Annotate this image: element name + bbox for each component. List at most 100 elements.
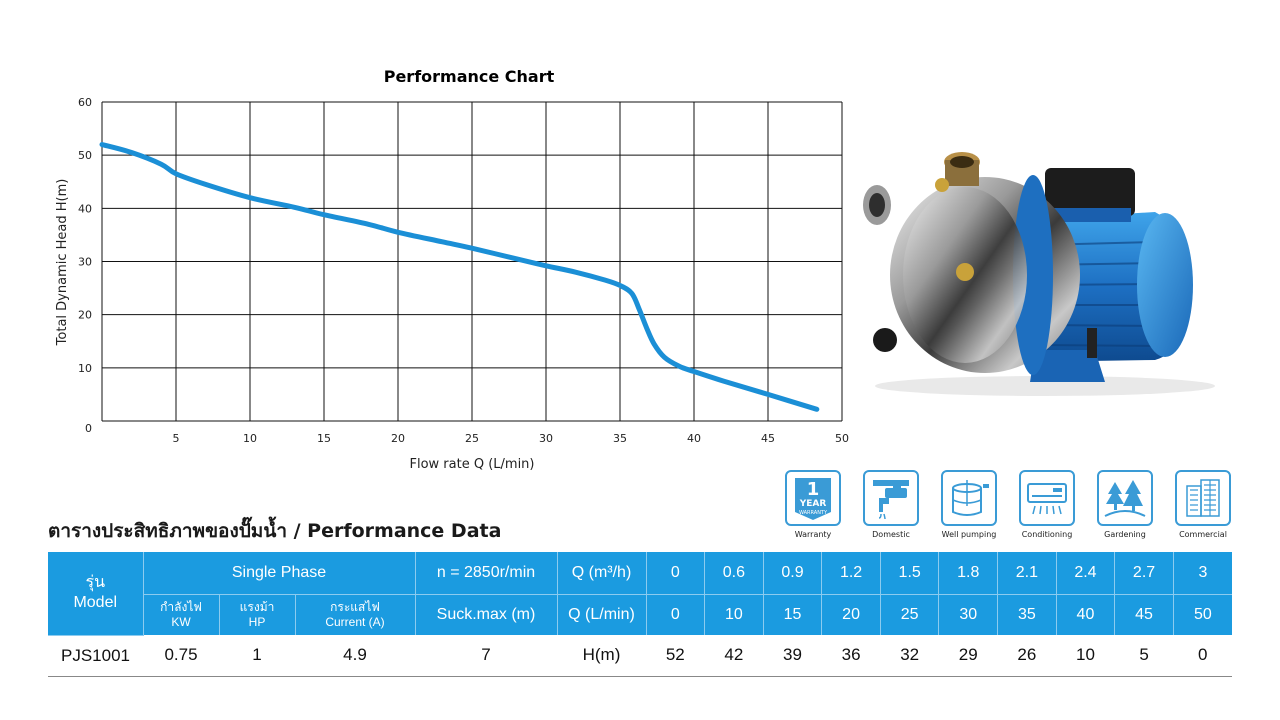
hp-header: แรงม้า HP [219,594,296,635]
x-tick-label: 30 [539,432,553,445]
q-m3h-cell: 1.2 [821,552,881,595]
x-tick-label: 25 [465,432,479,445]
q-m3h-cell: 3 [1173,552,1232,595]
feature-domestic: Domestic [856,470,926,539]
kw-header-th: กำลังไฟ [160,600,202,614]
current-header: กระแสไฟ Current (A) [295,594,416,635]
q-m3h-cell: 1.8 [938,552,999,595]
performance-chart: Performance Chart 5 10 15 20 25 30 35 40 45 50 0 1… [55,67,850,472]
q-m3h-label: Q (m³/h) [557,552,647,595]
feature-well-pumping: Well pumping [934,470,1004,539]
q-lmin-cell: 15 [763,594,823,635]
hp-header-th: แรงม้า [239,600,275,614]
q-lmin-cell: 0 [646,594,706,635]
feature-conditioning: Conditioning [1012,470,1082,539]
y-tick-label: 10 [78,362,92,375]
x-axis-label: Flow rate Q (L/min) [410,457,535,472]
q-lmin-cell: 25 [880,594,940,635]
warranty-caption: Warranty [794,530,832,539]
model-header: รุ่น Model [48,552,144,636]
head-cell: 5 [1114,635,1174,677]
single-phase-header: Single Phase [143,552,416,595]
conditioning-caption: Conditioning [1021,530,1073,539]
kw-cell: 0.75 [143,635,219,677]
q-m3h-cell: 0.6 [704,552,764,595]
q-m3h-cell: 2.4 [1056,552,1116,595]
q-lmin-cell: 40 [1056,594,1116,635]
commercial-caption: Commercial [1179,530,1227,539]
speed-header: n = 2850r/min [415,552,558,595]
building-icon [1175,470,1231,526]
q-lmin-cell: 35 [997,594,1057,635]
well-pumping-caption: Well pumping [941,530,997,539]
x-tick-label: 40 [687,432,701,445]
feature-gardening: Gardening [1090,470,1160,539]
q-lmin-label: Q (L/min) [557,594,647,635]
head-cell: 10 [1056,635,1115,677]
performance-table: รุ่น Model Single Phase n = 2850r/min Q … [48,552,1232,677]
hp-header-en: HP [248,615,266,629]
faucet-icon [863,470,919,526]
y-tick-label: 40 [78,202,92,215]
q-lmin-cell: 10 [704,594,764,635]
kw-header: กำลังไฟ KW [143,594,220,635]
current-header-en: Current (A) [325,615,385,629]
suck-cell: 7 [415,635,557,677]
y-tick-labels: 0 10 20 30 40 50 60 [78,96,92,435]
warranty-icon: 1 YEAR WARRANTY [785,470,841,526]
x-tick-label: 5 [173,432,180,445]
air-conditioner-icon [1019,470,1075,526]
q-m3h-cell: 2.1 [997,552,1057,595]
current-header-th: กระแสไฟ [330,600,380,614]
performance-data-title: ตารางประสิทธิภาพของปั๊มน้ำ / Performance… [48,520,502,542]
x-tick-label: 35 [613,432,627,445]
gardening-caption: Gardening [1104,530,1146,539]
x-tick-label: 15 [317,432,331,445]
chart-title: Performance Chart [384,67,555,86]
model-cell: PJS1001 [48,635,143,677]
q-lmin-cell: 50 [1173,594,1232,635]
domestic-caption: Domestic [872,530,910,539]
head-cell: 36 [821,635,881,677]
trees-icon [1097,470,1153,526]
warranty-number: 1 [807,479,820,500]
header-row-2: กำลังไฟ KW แรงม้า HP กระแสไฟ Current (A)… [48,594,1232,635]
model-header-en: Model [73,594,118,612]
head-cell: 52 [646,635,705,677]
head-cell: 42 [704,635,764,677]
x-tick-label: 10 [243,432,257,445]
q-m3h-cell: 0.9 [763,552,823,595]
warranty-year: YEAR [799,499,827,509]
header-row-1: รุ่น Model Single Phase n = 2850r/min Q … [48,552,1232,636]
q-lmin-cell: 45 [1114,594,1174,635]
q-lmin-cell: 20 [821,594,881,635]
head-cell: 0 [1173,635,1232,677]
feature-warranty: 1 YEAR WARRANTY Warranty [778,470,848,539]
head-cell: 32 [880,635,939,677]
q-m3h-cell: 0 [646,552,706,595]
head-cell: 26 [997,635,1057,677]
well-icon [941,470,997,526]
x-tick-label: 50 [835,432,849,445]
x-tick-label: 20 [391,432,405,445]
chart-grid [101,101,843,422]
y-tick-label: 20 [78,309,92,322]
model-header-th: รุ่น [85,574,106,592]
q-lmin-cell: 30 [938,594,999,635]
y-tick-label: 30 [78,256,92,269]
table-row: PJS1001 0.75 1 4.9 7 H(m) 52 42 39 36 32… [48,635,1232,677]
feature-commercial: Commercial [1168,470,1238,539]
hp-cell: 1 [219,635,295,677]
x-tick-labels: 5 10 15 20 25 30 35 40 45 50 [173,432,850,445]
current-cell: 4.9 [295,635,415,677]
y-tick-label: 60 [78,96,92,109]
suck-header: Suck.max (m) [415,594,558,635]
feature-icons: 1 YEAR WARRANTY Warranty Domestic [778,470,1238,539]
y-axis-label: Total Dynamic Head H(m) [55,179,70,347]
y-tick-label: 0 [85,422,92,435]
x-tick-label: 45 [761,432,775,445]
performance-curve [99,142,820,412]
q-m3h-cell: 1.5 [880,552,940,595]
head-cell: 29 [938,635,998,677]
kw-header-en: KW [171,615,191,629]
